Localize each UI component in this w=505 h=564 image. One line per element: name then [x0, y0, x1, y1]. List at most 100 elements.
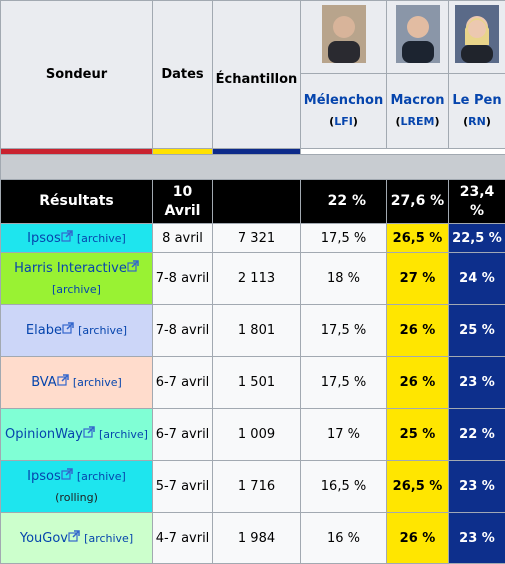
- pollster-cell: OpinionWay [archive]: [1, 409, 153, 461]
- pollster-link[interactable]: Ipsos: [27, 231, 61, 246]
- score-cell: 23 %: [449, 357, 505, 409]
- archive-link[interactable]: [archive]: [52, 283, 101, 296]
- result-value: 22 %: [301, 180, 387, 224]
- external-link-icon: [62, 322, 74, 334]
- external-link-icon: [57, 374, 69, 386]
- score-cell: 23 %: [449, 513, 505, 564]
- dates-cell: 6-7 avril: [153, 357, 213, 409]
- candidate-photo: [322, 5, 366, 63]
- score-cell: 17 %: [301, 409, 387, 461]
- header-row: Sondeur Dates Échantillon: [1, 1, 505, 74]
- score-cell: 22 %: [449, 409, 505, 461]
- external-link-icon: [68, 530, 80, 542]
- pollster-cell: Harris Interactive [archive]: [1, 253, 153, 305]
- score-cell: 17,5 %: [301, 357, 387, 409]
- dates-cell: 4-7 avril: [153, 513, 213, 564]
- sample-cell: 1 801: [213, 305, 301, 357]
- pollster-cell: Elabe [archive]: [1, 305, 153, 357]
- dates-cell: 5-7 avril: [153, 461, 213, 513]
- score-cell: 16 %: [301, 513, 387, 564]
- external-link-icon: [61, 468, 73, 480]
- external-link-icon: [127, 260, 139, 272]
- score-cell: 22,5 %: [449, 224, 505, 253]
- party-name[interactable]: RN: [468, 115, 486, 128]
- photo-cell: [387, 1, 449, 74]
- sample-cell: 1 716: [213, 461, 301, 513]
- pollster-link[interactable]: Elabe: [26, 323, 62, 338]
- sample-cell: 1 009: [213, 409, 301, 461]
- party-name[interactable]: LREM: [401, 115, 435, 128]
- score-cell: 27 %: [387, 253, 449, 305]
- sample-cell: 7 321: [213, 224, 301, 253]
- score-cell: 26 %: [387, 305, 449, 357]
- party-label: (LFI): [329, 115, 358, 128]
- spacer-cell: [1, 155, 505, 180]
- score-cell: 17,5 %: [301, 224, 387, 253]
- photo-cell: [449, 1, 505, 74]
- results-empty: [213, 180, 301, 224]
- external-link-icon: [61, 230, 73, 242]
- result-value: 23,4 %: [449, 180, 505, 224]
- score-cell: 26 %: [387, 513, 449, 564]
- archive-link[interactable]: [archive]: [78, 324, 127, 337]
- spacer-row: [1, 155, 505, 180]
- photo-cell: [301, 1, 387, 74]
- pollster-cell: YouGov [archive]: [1, 513, 153, 564]
- archive-link[interactable]: [archive]: [77, 470, 126, 483]
- score-cell: 26,5 %: [387, 461, 449, 513]
- sample-cell: 1 501: [213, 357, 301, 409]
- score-cell: 17,5 %: [301, 305, 387, 357]
- candidate-name[interactable]: Mélenchon: [304, 93, 383, 108]
- dates-cell: 8 avril: [153, 224, 213, 253]
- archive-link[interactable]: [archive]: [73, 376, 122, 389]
- candidate-header: Mélenchon (LFI): [301, 74, 387, 149]
- archive-link[interactable]: [archive]: [77, 232, 126, 245]
- pollster-link[interactable]: BVA: [31, 375, 56, 390]
- party-name[interactable]: LFI: [334, 115, 353, 128]
- sample-cell: 2 113: [213, 253, 301, 305]
- dates-cell: 7-8 avril: [153, 305, 213, 357]
- dates-header: Dates: [153, 1, 213, 149]
- pollster-link[interactable]: OpinionWay: [5, 427, 83, 442]
- sample-header: Échantillon: [213, 1, 301, 149]
- results-date: 10 Avril: [153, 180, 213, 224]
- dates-cell: 7-8 avril: [153, 253, 213, 305]
- candidate-photo: [455, 5, 499, 63]
- pollster-link[interactable]: Harris Interactive: [14, 261, 127, 276]
- candidate-name[interactable]: Le Pen: [452, 93, 501, 108]
- score-cell: 24 %: [449, 253, 505, 305]
- external-link-icon: [83, 426, 95, 438]
- score-cell: 18 %: [301, 253, 387, 305]
- candidate-name[interactable]: Macron: [390, 93, 444, 108]
- results-label: Résultats: [1, 180, 153, 224]
- pollster-note: (rolling): [55, 491, 98, 504]
- score-cell: 25 %: [449, 305, 505, 357]
- score-cell: 26 %: [387, 357, 449, 409]
- archive-link[interactable]: [archive]: [84, 532, 133, 545]
- candidate-photo: [396, 5, 440, 63]
- pollster-link[interactable]: Ipsos: [27, 469, 61, 484]
- pollster-header: Sondeur: [1, 1, 153, 149]
- score-cell: 23 %: [449, 461, 505, 513]
- party-label: (LREM): [395, 115, 439, 128]
- dates-cell: 6-7 avril: [153, 409, 213, 461]
- pollster-cell: Ipsos [archive]: [1, 224, 153, 253]
- party-label: (RN): [463, 115, 491, 128]
- archive-link[interactable]: [archive]: [99, 428, 148, 441]
- candidate-header: Le Pen (RN): [449, 74, 505, 149]
- score-cell: 16,5 %: [301, 461, 387, 513]
- score-cell: 25 %: [387, 409, 449, 461]
- pollster-cell: BVA [archive]: [1, 357, 153, 409]
- candidate-header: Macron (LREM): [387, 74, 449, 149]
- pollster-link[interactable]: YouGov: [20, 531, 68, 546]
- pollster-cell: Ipsos [archive] (rolling): [1, 461, 153, 513]
